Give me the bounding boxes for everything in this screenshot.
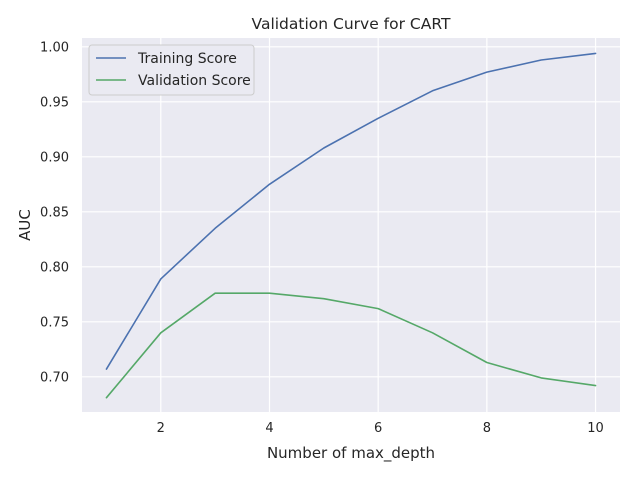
series-line-training-score bbox=[105, 52, 597, 370]
y-tick-label: 0.95 bbox=[40, 95, 69, 110]
x-tick-label: 8 bbox=[483, 421, 491, 436]
x-axis-title: Number of max_depth bbox=[267, 444, 435, 463]
series-layer bbox=[105, 52, 597, 399]
y-tick-labels: 0.70 0.75 0.80 0.85 0.90 0.95 1.00 bbox=[40, 40, 69, 385]
legend-label-validation-score: Validation Score bbox=[138, 73, 251, 89]
legend-box bbox=[88, 44, 255, 96]
y-axis-title: AUC bbox=[16, 209, 34, 241]
y-tick-label: 0.80 bbox=[40, 260, 69, 275]
y-tick-label: 0.70 bbox=[40, 370, 69, 385]
y-tick-label: 0.90 bbox=[40, 150, 69, 165]
x-tick-label: 10 bbox=[587, 421, 604, 436]
y-tick-label: 0.85 bbox=[40, 205, 69, 220]
y-tick-label: 1.00 bbox=[40, 40, 69, 55]
x-tick-labels: 2 4 6 8 10 bbox=[157, 421, 604, 436]
x-tick-label: 6 bbox=[374, 421, 382, 436]
x-tick-label: 4 bbox=[265, 421, 273, 436]
chart-title: Validation Curve for CART bbox=[252, 15, 451, 33]
plot-area bbox=[82, 38, 620, 412]
y-tick-label: 0.75 bbox=[40, 315, 69, 330]
series-line-validation-score bbox=[105, 292, 597, 399]
legend-label-training-score: Training Score bbox=[137, 51, 237, 67]
x-tick-label: 2 bbox=[157, 421, 165, 436]
grid-lines bbox=[82, 38, 620, 412]
legend: Training Score Validation Score bbox=[88, 44, 255, 96]
